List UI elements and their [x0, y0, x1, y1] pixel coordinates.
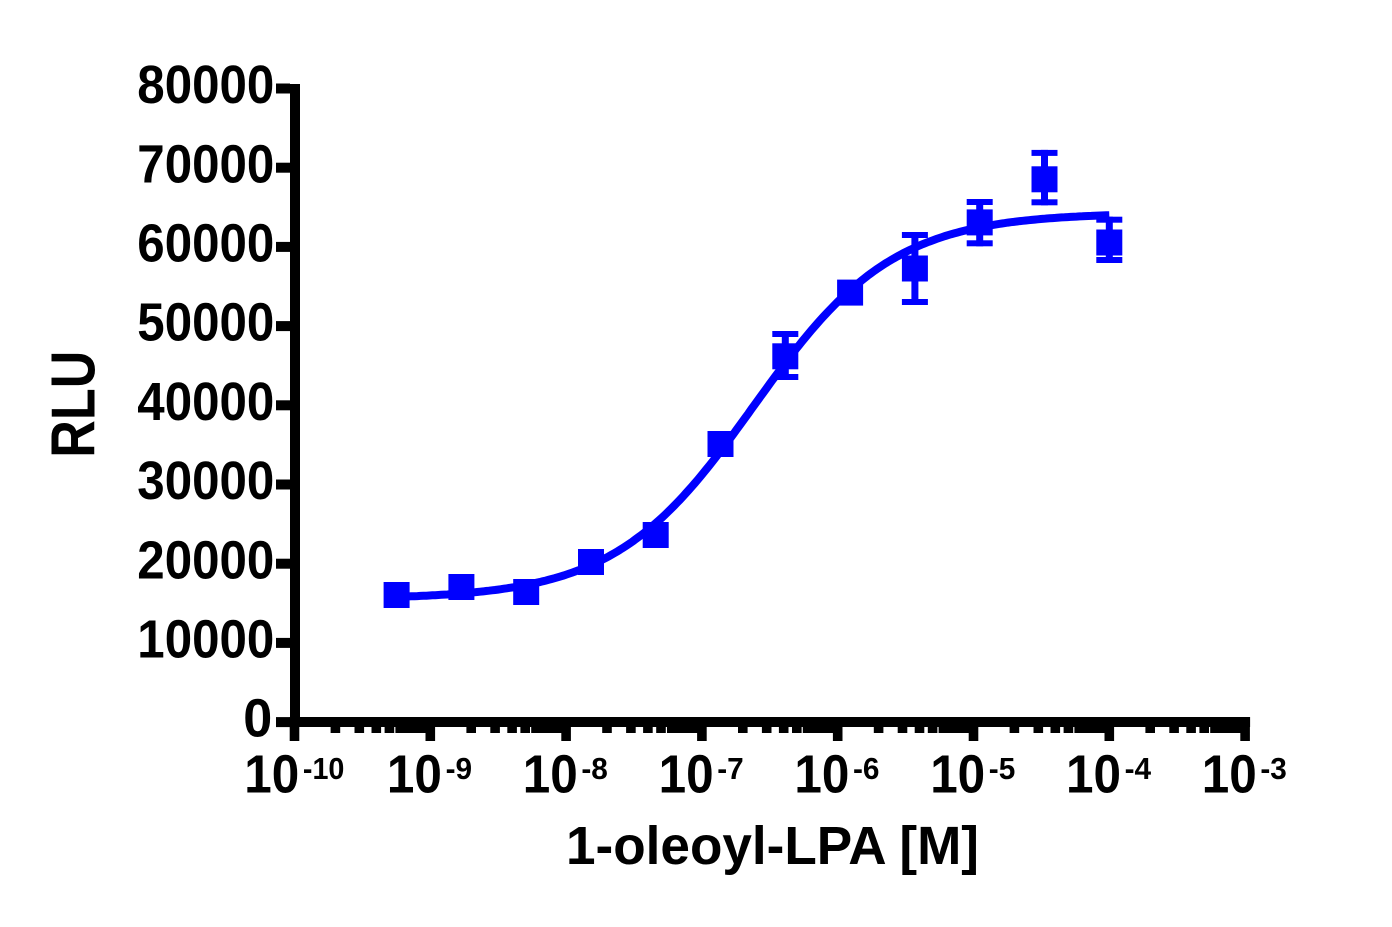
svg-text:70000: 70000	[137, 134, 274, 194]
svg-text:20000: 20000	[137, 530, 274, 590]
svg-text:10: 10	[659, 744, 714, 804]
svg-text:RLU: RLU	[40, 351, 109, 458]
svg-text:-4: -4	[1125, 751, 1152, 786]
svg-text:80000: 80000	[137, 55, 274, 115]
svg-text:10: 10	[244, 744, 299, 804]
svg-text:1-oleoyl-LPA [M]: 1-oleoyl-LPA [M]	[566, 816, 979, 876]
svg-text:30000: 30000	[137, 451, 274, 511]
svg-text:-6: -6	[853, 751, 880, 786]
svg-text:10: 10	[1202, 744, 1257, 804]
svg-text:10: 10	[387, 744, 442, 804]
svg-text:-7: -7	[717, 751, 744, 786]
svg-text:-9: -9	[446, 751, 473, 786]
svg-text:10: 10	[1066, 744, 1121, 804]
svg-text:-10: -10	[303, 751, 345, 786]
svg-text:10000: 10000	[137, 610, 274, 670]
svg-text:40000: 40000	[137, 372, 274, 432]
svg-text:0: 0	[243, 689, 272, 749]
svg-text:-3: -3	[1260, 751, 1287, 786]
svg-text:60000: 60000	[137, 214, 274, 274]
svg-text:50000: 50000	[137, 293, 274, 353]
svg-text:10: 10	[794, 744, 849, 804]
svg-text:10: 10	[523, 744, 578, 804]
svg-text:10: 10	[930, 744, 985, 804]
svg-text:-5: -5	[989, 751, 1016, 786]
svg-text:-8: -8	[581, 751, 608, 786]
